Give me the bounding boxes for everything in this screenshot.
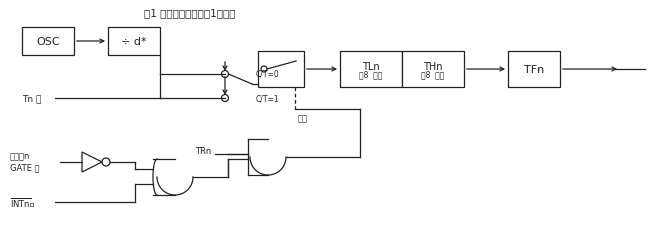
Text: TLn: TLn — [362, 62, 380, 72]
Polygon shape — [82, 152, 102, 172]
Text: （8  位）: （8 位） — [421, 70, 445, 79]
Text: TRn: TRn — [195, 147, 211, 156]
Text: C/T=0: C/T=0 — [256, 69, 280, 78]
Bar — [22, 28, 74, 56]
Text: TFn: TFn — [524, 65, 544, 75]
Text: ÷ d*: ÷ d* — [121, 37, 147, 47]
Text: 控制: 控制 — [298, 114, 308, 122]
Bar — [258, 52, 304, 88]
Bar — [508, 52, 560, 88]
Text: GATE 位: GATE 位 — [10, 163, 40, 172]
Text: 定时器n: 定时器n — [10, 152, 30, 161]
Text: Tn 脚: Tn 脚 — [22, 94, 42, 103]
Text: 图1 定时器计数器模式1示意图: 图1 定时器计数器模式1示意图 — [144, 8, 236, 18]
Text: THn: THn — [423, 62, 443, 72]
Text: （8  位）: （8 位） — [359, 70, 382, 79]
Text: OSC: OSC — [36, 37, 60, 47]
Bar — [108, 28, 160, 56]
Text: C/T=1: C/T=1 — [256, 94, 280, 103]
Bar — [340, 52, 402, 88]
Text: $\overline{\rm INTn}$脚: $\overline{\rm INTn}$脚 — [10, 196, 36, 209]
Bar — [402, 52, 464, 88]
